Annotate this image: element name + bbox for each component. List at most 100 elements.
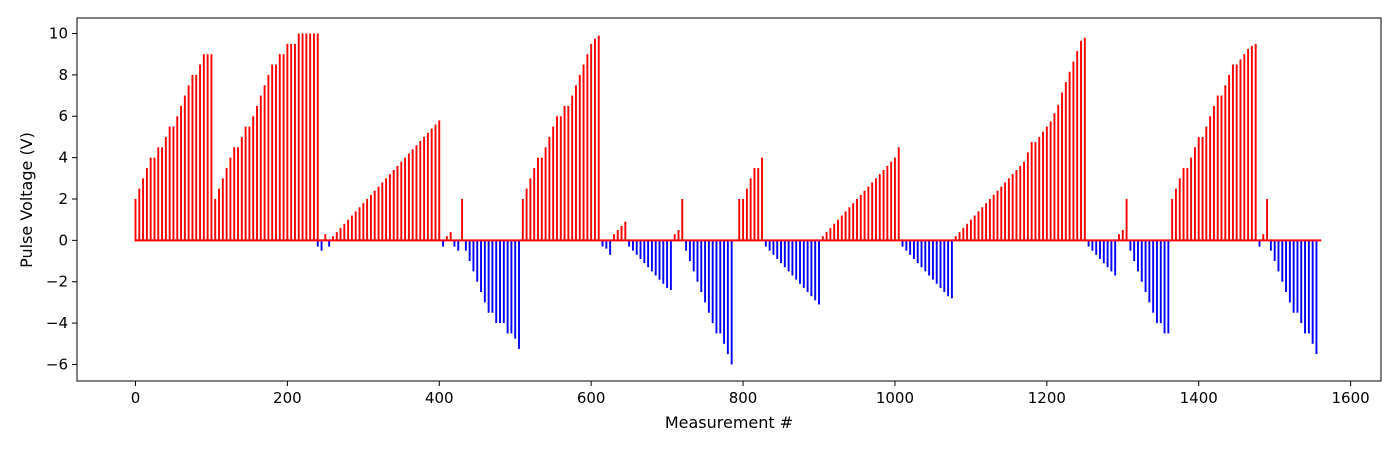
bar — [305, 33, 308, 241]
bar — [791, 240, 794, 276]
bar — [1042, 131, 1044, 241]
bar — [248, 126, 251, 241]
bar — [886, 165, 889, 241]
bar — [199, 64, 201, 241]
bar — [195, 74, 198, 241]
bar — [1171, 198, 1174, 241]
bar — [1099, 240, 1101, 259]
bar — [495, 240, 498, 324]
bar — [947, 240, 950, 297]
bar — [168, 126, 171, 241]
bar — [867, 186, 870, 241]
bar — [457, 240, 460, 251]
bar — [897, 147, 900, 241]
bar — [537, 157, 539, 241]
bar — [1064, 82, 1067, 241]
bar — [761, 157, 763, 241]
bar — [575, 85, 577, 241]
bar — [449, 232, 452, 241]
bar — [286, 43, 289, 241]
bar — [711, 240, 714, 324]
bar — [818, 240, 820, 305]
bar — [434, 124, 437, 241]
bar — [225, 167, 228, 241]
bar — [320, 240, 323, 251]
bar — [567, 105, 570, 241]
bar — [677, 230, 680, 241]
x-tick-label: 200 — [273, 389, 302, 407]
bar — [1095, 240, 1098, 255]
bar — [294, 43, 296, 241]
bar — [1296, 240, 1299, 313]
bar — [259, 95, 262, 241]
bar — [138, 188, 141, 241]
bar — [161, 147, 164, 241]
bar — [821, 236, 824, 241]
bar — [863, 190, 866, 241]
bar — [392, 170, 395, 241]
bar — [483, 240, 486, 303]
bar — [301, 33, 304, 241]
bar — [1015, 170, 1018, 241]
bar — [901, 240, 904, 247]
bar — [628, 240, 631, 247]
bar — [331, 236, 334, 241]
bar — [464, 240, 467, 251]
bar — [969, 219, 972, 241]
bar — [893, 157, 896, 241]
bar — [597, 35, 600, 241]
bar — [753, 167, 756, 241]
bar — [666, 240, 669, 288]
bar — [362, 203, 365, 241]
bar — [696, 240, 699, 282]
bar — [1216, 95, 1219, 241]
bar — [134, 198, 137, 241]
bar — [328, 240, 331, 247]
bar — [1281, 240, 1284, 282]
bar — [442, 240, 445, 247]
bar — [350, 215, 353, 241]
bar — [681, 198, 684, 241]
bar — [533, 167, 536, 241]
bar — [1292, 240, 1295, 313]
bar — [316, 240, 319, 247]
bar — [1129, 240, 1132, 251]
bar — [373, 190, 376, 241]
bar — [1144, 240, 1147, 293]
bar — [707, 240, 710, 313]
x-tick-label: 1200 — [1028, 389, 1066, 407]
bar — [688, 240, 691, 262]
bar — [347, 219, 350, 241]
bar — [252, 116, 255, 241]
bar — [290, 43, 293, 241]
bar — [210, 54, 213, 241]
x-tick-label: 600 — [577, 389, 606, 407]
bar — [768, 240, 771, 251]
bar — [1125, 198, 1128, 241]
bar — [1273, 240, 1276, 262]
bar — [1133, 240, 1136, 262]
y-tick-label: −2 — [46, 273, 68, 291]
bar — [1247, 49, 1250, 241]
bar — [1190, 157, 1193, 241]
bar — [240, 136, 243, 241]
bar — [1250, 45, 1253, 241]
bar — [776, 240, 779, 259]
bar — [780, 240, 782, 264]
bar — [343, 223, 346, 241]
bar — [540, 157, 543, 241]
bar — [829, 227, 832, 241]
bar — [950, 240, 953, 299]
bar — [981, 207, 984, 241]
bar — [1091, 240, 1094, 251]
y-tick-label: −6 — [46, 355, 68, 373]
bar — [787, 240, 790, 272]
bar — [890, 161, 893, 241]
x-axis: 0 200 400 600 800 1000 1200 1400 1600 — [131, 381, 1370, 407]
x-tick-label: 0 — [131, 389, 141, 407]
bar — [749, 178, 752, 241]
y-tick-label: 2 — [58, 190, 68, 208]
bar — [407, 153, 410, 241]
bar — [882, 170, 885, 241]
bar — [1266, 198, 1269, 241]
